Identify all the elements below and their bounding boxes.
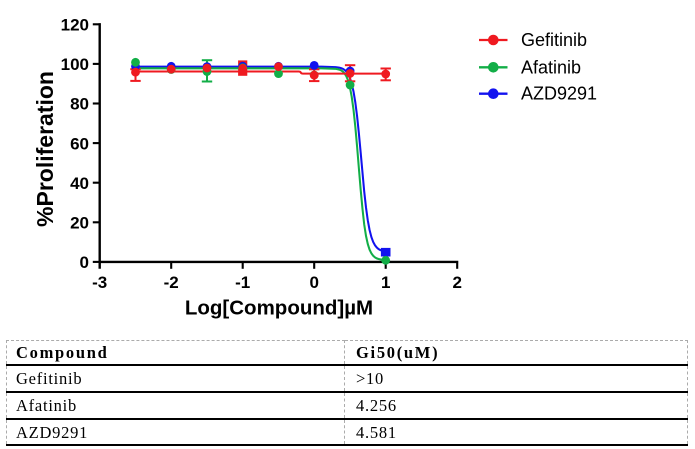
svg-text:%Proliferation: %Proliferation — [32, 71, 58, 227]
svg-text:-2: -2 — [164, 273, 179, 292]
svg-text:100: 100 — [61, 55, 89, 74]
svg-text:120: 120 — [61, 16, 89, 35]
svg-text:-3: -3 — [92, 273, 107, 292]
svg-text:-1: -1 — [235, 273, 250, 292]
svg-text:AZD9291: AZD9291 — [521, 84, 597, 104]
svg-text:20: 20 — [70, 214, 89, 233]
svg-text:60: 60 — [70, 134, 89, 153]
svg-text:0: 0 — [309, 273, 318, 292]
svg-text:1: 1 — [381, 273, 390, 292]
svg-text:2: 2 — [452, 273, 461, 292]
svg-text:Afatinib: Afatinib — [521, 57, 581, 77]
svg-text:Gefitinib: Gefitinib — [521, 30, 587, 50]
svg-text:0: 0 — [80, 253, 89, 272]
svg-text:40: 40 — [70, 174, 89, 193]
svg-text:80: 80 — [70, 95, 89, 114]
svg-text:Log[Compound]µM: Log[Compound]µM — [185, 297, 373, 320]
